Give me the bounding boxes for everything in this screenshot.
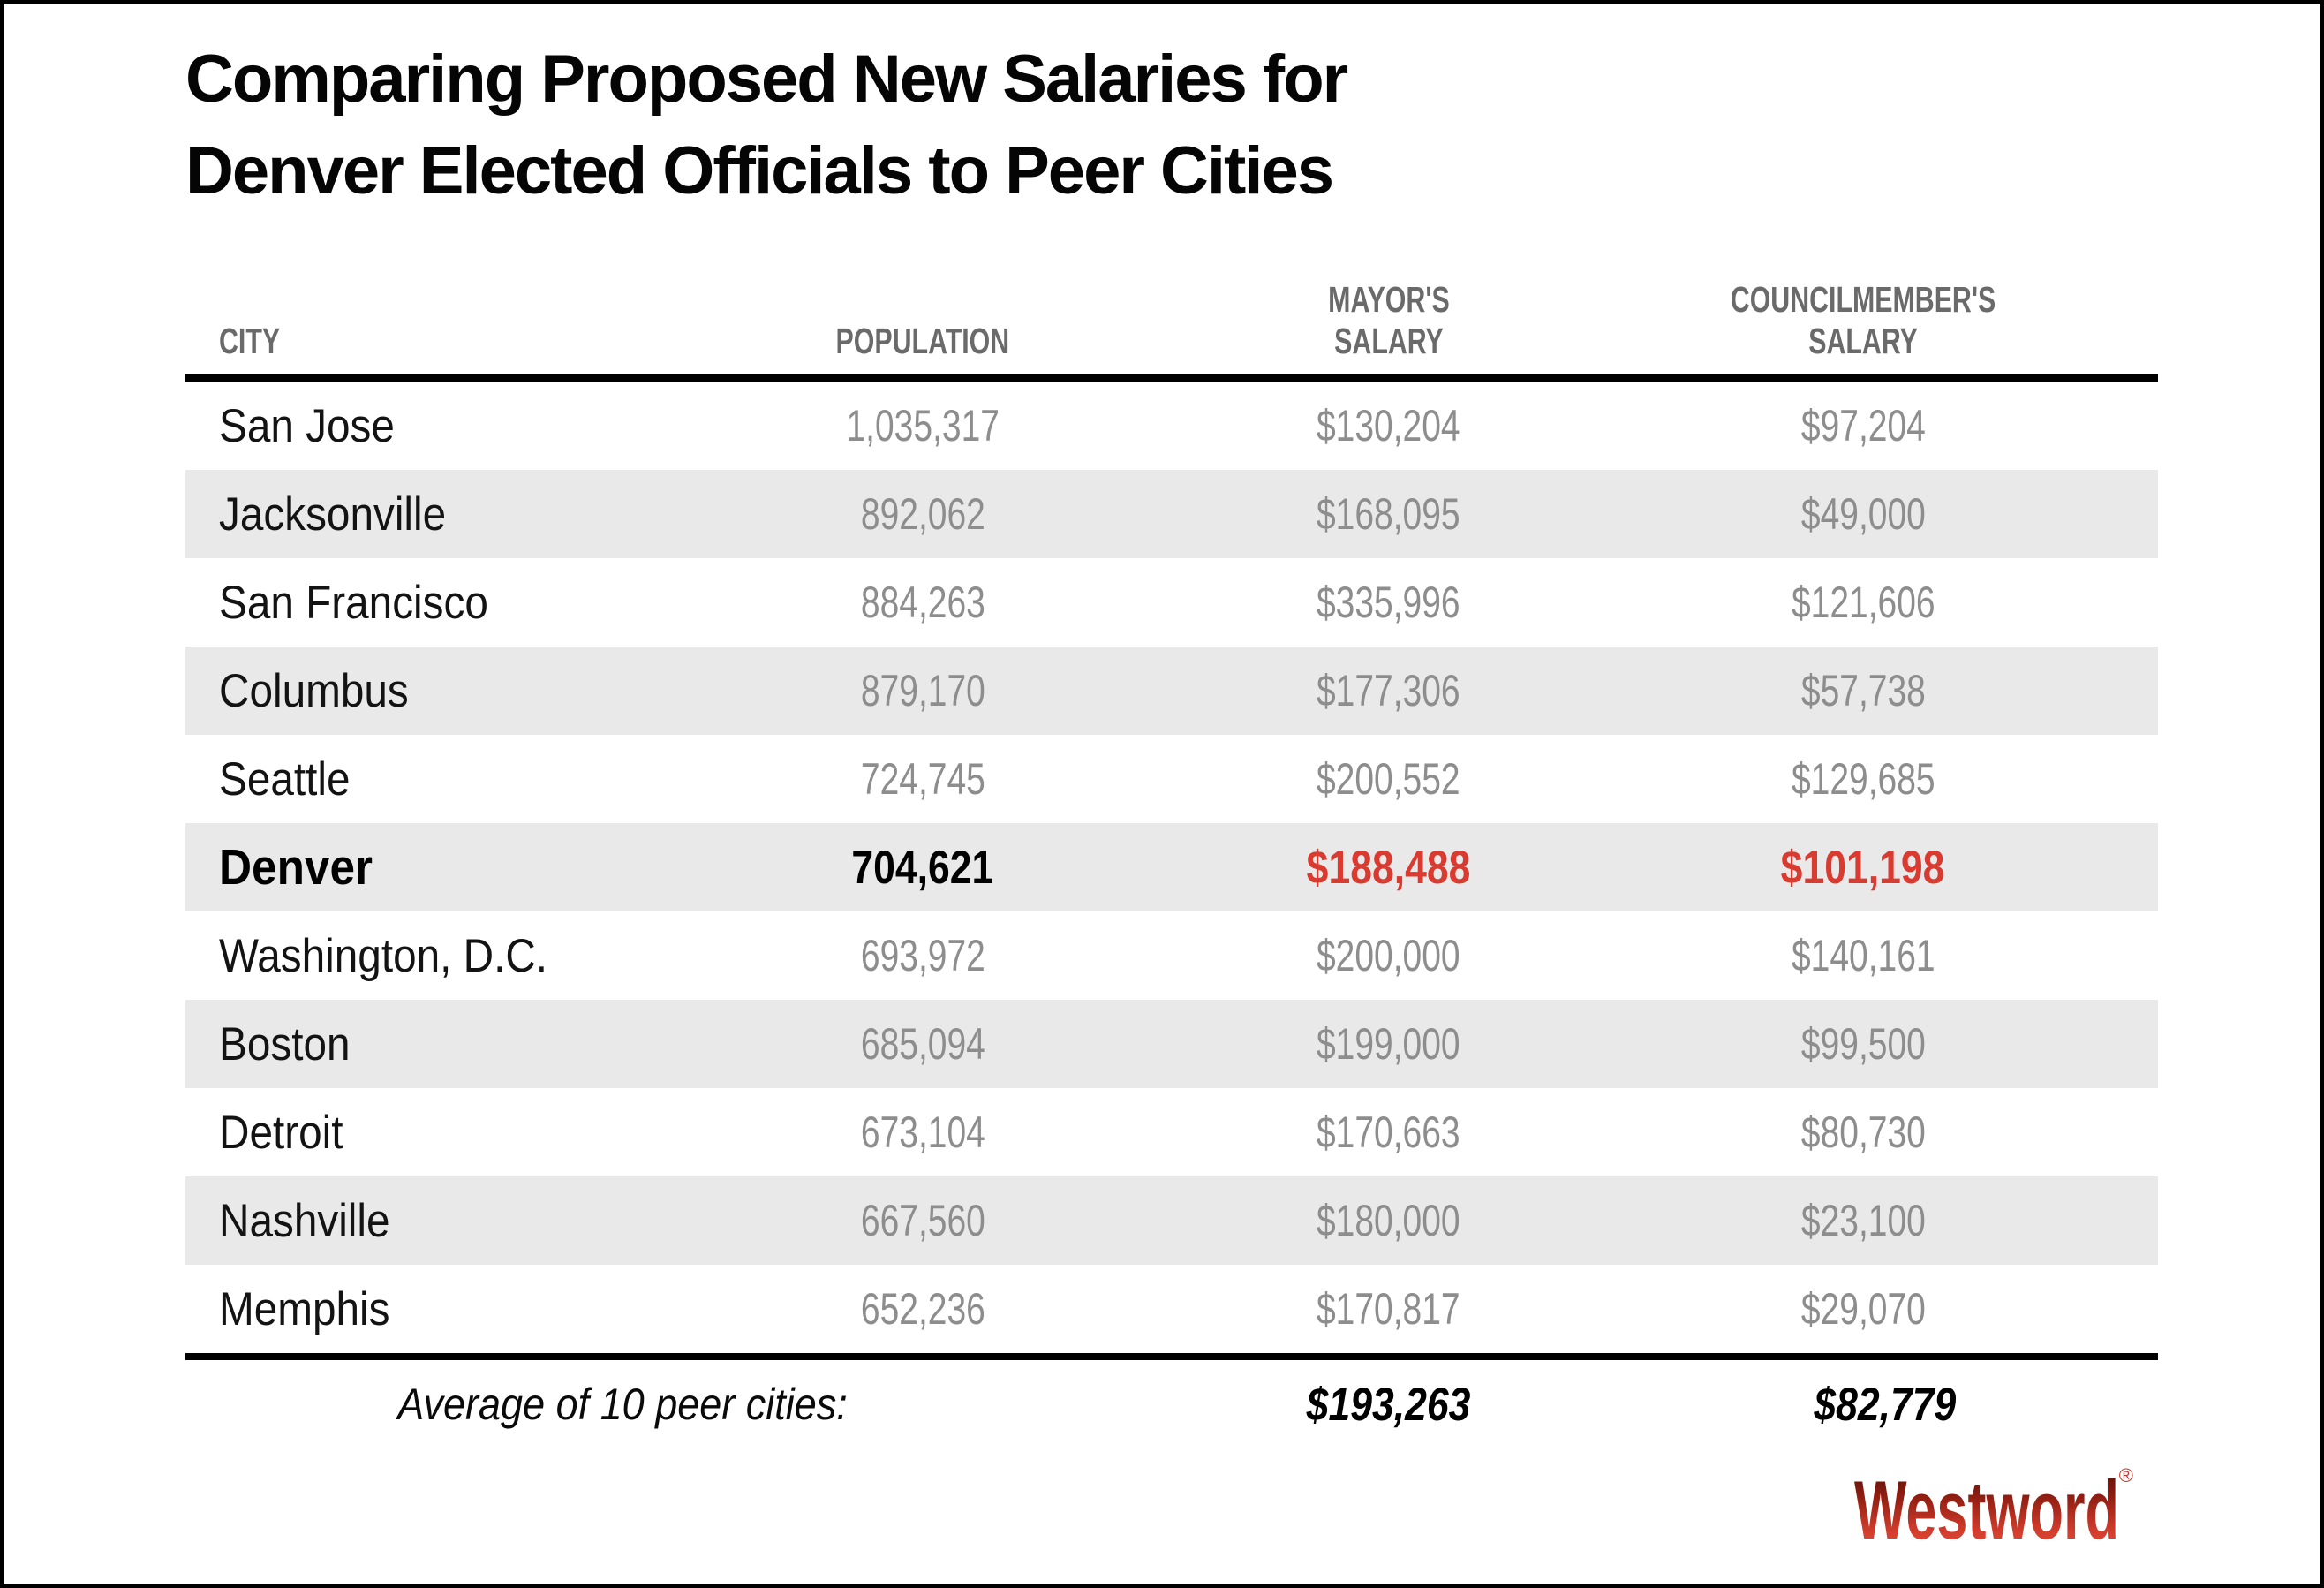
- table-row-san-francisco: San Francisco 884,263 $335,996 $121,606: [185, 558, 2158, 647]
- council-salary-cell: $101,198: [1781, 841, 1945, 894]
- population-cell: 673,104: [860, 1108, 985, 1157]
- population-cell: 1,035,317: [846, 401, 1000, 450]
- table-body: San Jose 1,035,317 $130,204 $97,204 Jack…: [185, 382, 2158, 1353]
- westword-logo-text: Westword: [1854, 1463, 2119, 1553]
- table-average-row: Average of 10 peer cities: $193,263 $82,…: [185, 1360, 2158, 1448]
- table-row-san-jose: San Jose 1,035,317 $130,204 $97,204: [185, 382, 2158, 470]
- table-row-nashville: Nashville 667,560 $180,000 $23,100: [185, 1176, 2158, 1265]
- city-cell: Seattle: [219, 752, 351, 805]
- column-header-city: CITY: [219, 321, 281, 361]
- council-salary-cell: $80,730: [1800, 1108, 1926, 1157]
- mayor-salary-cell: $200,552: [1317, 754, 1460, 804]
- city-cell: San Jose: [219, 399, 395, 452]
- table-header-row: CITY POPULATION MAYOR'S SALARY COUNCILME…: [185, 229, 2158, 374]
- table-row-columbus: Columbus 879,170 $177,306 $57,738: [185, 647, 2158, 735]
- city-cell: Washington, D.C.: [219, 929, 548, 982]
- mayor-salary-cell: $130,204: [1317, 401, 1460, 450]
- city-cell: Denver: [219, 839, 373, 896]
- table-row-jacksonville: Jacksonville 892,062 $168,095 $49,000: [185, 470, 2158, 558]
- mayor-salary-cell: $199,000: [1317, 1019, 1460, 1069]
- population-cell: 724,745: [860, 754, 985, 804]
- average-mayor-salary: $193,263: [1306, 1378, 1471, 1431]
- mayor-salary-cell: $170,663: [1317, 1108, 1460, 1157]
- table-row-boston: Boston 685,094 $199,000 $99,500: [185, 1000, 2158, 1088]
- mayor-salary-cell: $177,306: [1317, 666, 1460, 715]
- council-salary-cell: $129,685: [1791, 754, 1935, 804]
- table-row-detroit: Detroit 673,104 $170,663 $80,730: [185, 1088, 2158, 1176]
- salary-table: CITY POPULATION MAYOR'S SALARY COUNCILME…: [185, 229, 2158, 1448]
- mayor-salary-cell: $168,095: [1317, 489, 1460, 539]
- city-cell: Boston: [219, 1017, 351, 1070]
- average-label: Average of 10 peer cities:: [397, 1380, 848, 1429]
- council-salary-cell: $97,204: [1800, 401, 1926, 450]
- council-salary-cell: $23,100: [1800, 1196, 1926, 1245]
- council-salary-cell: $57,738: [1800, 666, 1926, 715]
- city-cell: Jacksonville: [219, 488, 447, 541]
- population-cell: 704,621: [851, 841, 994, 894]
- council-salary-cell: $121,606: [1791, 578, 1935, 627]
- population-cell: 879,170: [860, 666, 985, 715]
- population-cell: 693,972: [860, 931, 985, 980]
- table-row-seattle: Seattle 724,745 $200,552 $129,685: [185, 735, 2158, 823]
- table-row-denver-highlighted: Denver 704,621 $188,488 $101,198: [185, 823, 2158, 911]
- header-divider-rule: [185, 374, 2158, 382]
- mayor-salary-cell: $180,000: [1317, 1196, 1460, 1245]
- council-salary-cell: $140,161: [1791, 931, 1935, 980]
- registered-trademark-icon: ®: [2119, 1464, 2133, 1486]
- city-cell: Memphis: [219, 1282, 390, 1335]
- mayor-salary-cell: $170,817: [1317, 1284, 1460, 1334]
- title-line-1: Comparing Proposed New Salaries for: [185, 42, 1348, 117]
- city-cell: Nashville: [219, 1194, 390, 1247]
- city-cell: San Francisco: [219, 576, 488, 629]
- population-cell: 652,236: [860, 1284, 985, 1334]
- mayor-salary-cell: $188,488: [1306, 841, 1471, 894]
- population-cell: 685,094: [860, 1019, 985, 1069]
- council-salary-cell: $29,070: [1800, 1284, 1926, 1334]
- average-council-salary: $82,779: [1814, 1378, 1956, 1431]
- mayor-salary-cell: $335,996: [1317, 578, 1460, 627]
- population-cell: 667,560: [860, 1196, 985, 1245]
- mayor-salary-cell: $200,000: [1317, 931, 1460, 980]
- column-header-mayor-salary: MAYOR'S SALARY: [1327, 279, 1450, 361]
- city-cell: Detroit: [219, 1106, 343, 1159]
- council-salary-cell: $99,500: [1800, 1019, 1926, 1069]
- population-cell: 884,263: [860, 578, 985, 627]
- page-title: Comparing Proposed New Salaries for Denve…: [185, 34, 1348, 217]
- footer-divider-rule: [185, 1353, 2158, 1360]
- table-row-memphis: Memphis 652,236 $170,817 $29,070: [185, 1265, 2158, 1353]
- title-line-2: Denver Elected Officials to Peer Cities: [185, 133, 1334, 208]
- city-cell: Columbus: [219, 664, 409, 717]
- column-header-population: POPULATION: [835, 321, 1010, 361]
- council-salary-cell: $49,000: [1800, 489, 1926, 539]
- table-row-washington-dc: Washington, D.C. 693,972 $200,000 $140,1…: [185, 911, 2158, 1000]
- column-header-council-salary: COUNCILMEMBER'S SALARY: [1730, 279, 1996, 361]
- westword-logo: Westword ®: [1854, 1463, 2133, 1553]
- population-cell: 892,062: [860, 489, 985, 539]
